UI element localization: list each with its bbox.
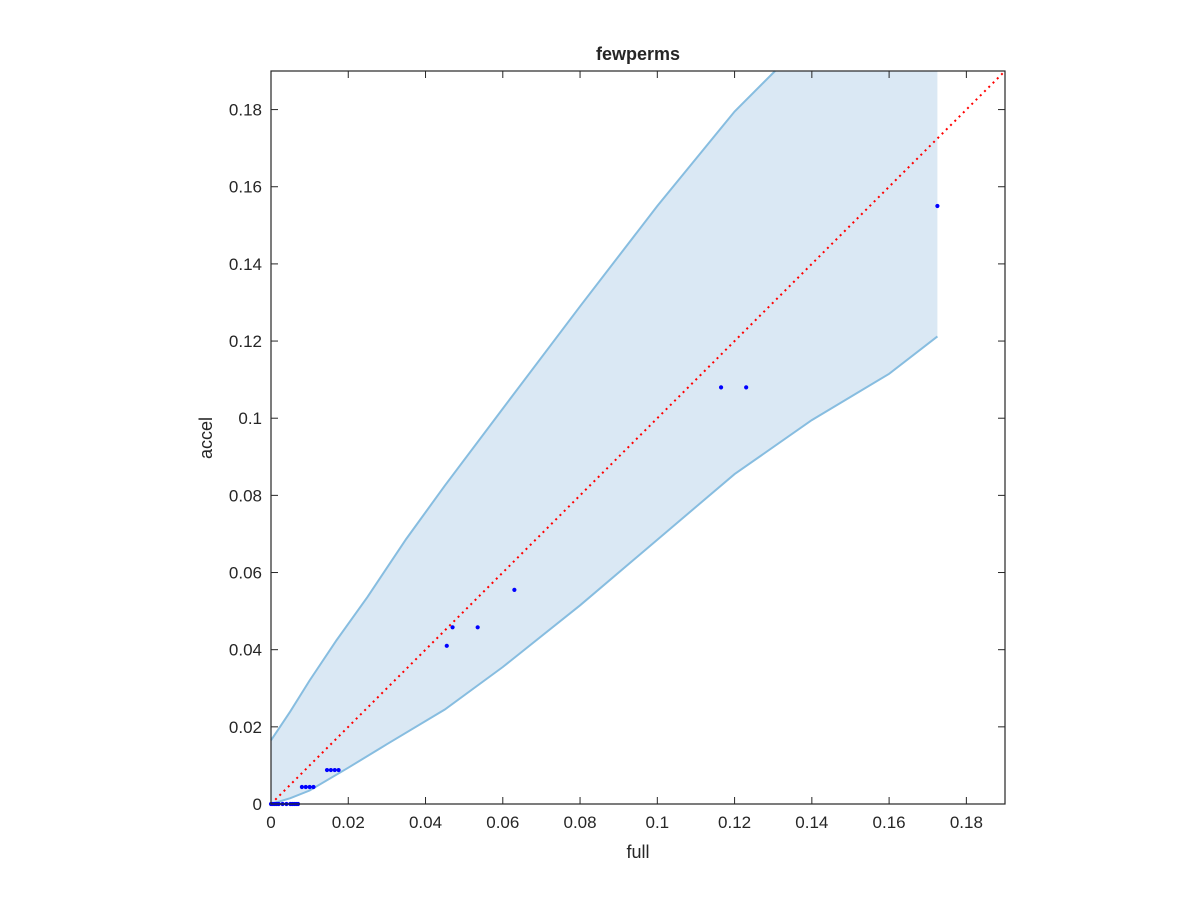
scatter-point — [336, 767, 341, 773]
scatter-point — [935, 203, 940, 209]
band-lower-edge — [270, 335, 939, 805]
axis-ticks: 0 0.02 0.04 0.06 0.08 0.1 0.12 0.14 0.16 0.18 0 0.0… — [229, 71, 1005, 832]
scatter-point — [444, 643, 449, 648]
confidence-band — [270, 70, 939, 805]
scatter-point — [307, 784, 312, 790]
x-tick-label: 0.12 — [718, 813, 751, 832]
y-tick-label: 0.06 — [229, 564, 262, 583]
scatter-point — [324, 767, 330, 773]
scatter-point — [718, 385, 724, 390]
y-tick-label: 0.14 — [229, 255, 262, 274]
band-upper-edge — [270, 70, 776, 741]
chart-title: fewperms — [596, 44, 680, 64]
scatter-point — [512, 587, 517, 592]
y-tick-label: 0.08 — [229, 486, 262, 505]
scatter-point — [332, 767, 337, 773]
x-tick-label: 0.08 — [564, 813, 597, 832]
band-fill — [271, 71, 938, 804]
x-tick-label: 0.02 — [332, 813, 365, 832]
y-tick-label: 0.02 — [229, 718, 262, 737]
x-tick-label: 0.06 — [486, 813, 519, 832]
y-tick-label: 0.1 — [238, 409, 262, 428]
scatter-point — [299, 784, 305, 790]
y-tick-label: 0 — [253, 795, 262, 814]
reference-line-layer — [270, 70, 1006, 805]
y-tick-label: 0.18 — [229, 101, 262, 120]
x-axis-label: full — [626, 842, 649, 862]
scatter-point — [311, 784, 316, 790]
scatter-point — [303, 784, 308, 790]
y-tick-label: 0.12 — [229, 332, 262, 351]
x-tick-label: 0.16 — [873, 813, 906, 832]
x-tick-label: 0.18 — [950, 813, 983, 832]
x-tick-label: 0.04 — [409, 813, 442, 832]
scatter-point — [450, 625, 455, 630]
identity-line — [270, 70, 1006, 805]
x-tick-label: 0.14 — [795, 813, 828, 832]
y-axis-label: accel — [196, 417, 216, 459]
scatter-point — [744, 385, 749, 390]
y-tick-label: 0.16 — [229, 178, 262, 197]
axes-box — [270, 70, 1006, 805]
x-tick-label: 0.1 — [645, 813, 669, 832]
y-tick-label: 0.04 — [229, 641, 262, 660]
scatter-point — [328, 767, 333, 773]
x-tick-label: 0 — [266, 813, 275, 832]
scatter-point — [475, 625, 480, 630]
